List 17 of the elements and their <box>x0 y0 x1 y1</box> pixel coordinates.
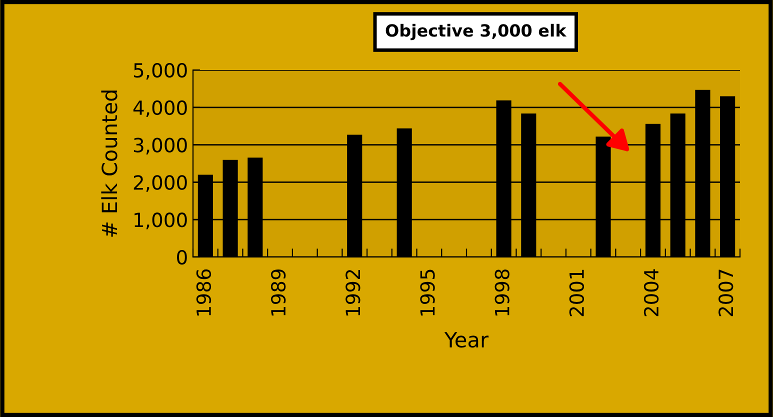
x-tick-label: 2004 <box>644 269 659 316</box>
x-tick-label: 1998 <box>494 269 510 316</box>
x-tick-label: 1992 <box>346 270 360 316</box>
y-axis-title: # Elk Counted <box>101 90 118 237</box>
y-tick-label: 3,000 <box>134 138 187 154</box>
x-axis-title: Year <box>444 332 489 348</box>
y-tick-label: 2,000 <box>134 175 187 192</box>
y-tick-label: 1,000 <box>134 212 187 230</box>
x-tick-label: 1989 <box>270 269 286 316</box>
x-tick-label: 1995 <box>420 270 435 316</box>
y-tick-label: 5,000 <box>134 62 187 80</box>
x-tick-label: 2001 <box>569 270 584 316</box>
y-tick-label: 0 <box>177 250 187 265</box>
x-tick-label: 1986 <box>196 269 212 316</box>
y-tick-label: 4,000 <box>133 100 187 118</box>
x-tick-label: 2007 <box>718 270 734 316</box>
text: Objective 3,000 elk <box>386 24 567 40</box>
